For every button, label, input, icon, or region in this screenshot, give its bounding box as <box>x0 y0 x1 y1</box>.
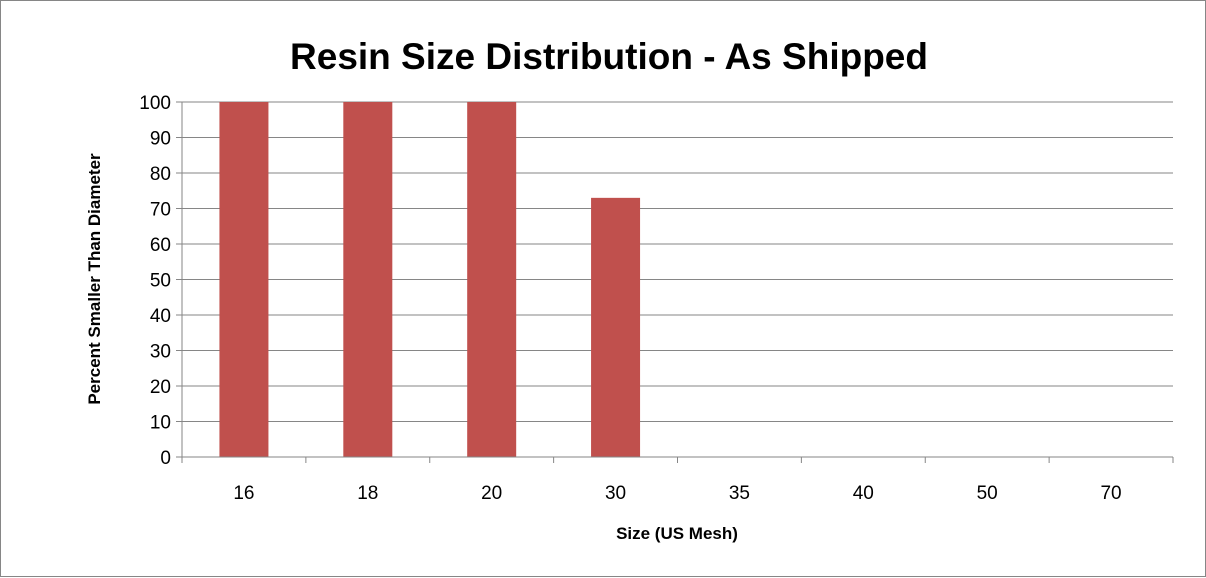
x-tick-label: 70 <box>1100 483 1121 504</box>
y-tick-label: 20 <box>150 377 171 398</box>
y-tick-label: 0 <box>160 448 171 469</box>
bar-20 <box>467 102 517 457</box>
x-tick-label: 18 <box>357 483 378 504</box>
chart-title: Resin Size Distribution - As Shipped <box>290 36 928 77</box>
x-tick-label: 20 <box>481 483 502 504</box>
x-tick-label: 40 <box>853 483 874 504</box>
y-axis-label: Percent Smaller Than Diameter <box>85 153 104 405</box>
y-tick-labels: 0 10 20 30 40 50 60 70 80 90 100 <box>139 93 171 469</box>
y-tick-label: 60 <box>150 235 171 256</box>
gridlines <box>182 101 1173 422</box>
x-tick-label: 30 <box>605 483 626 504</box>
y-tick-label: 40 <box>150 306 171 327</box>
y-tick-label: 10 <box>150 413 171 434</box>
bar-30 <box>591 197 641 457</box>
y-tick-label: 70 <box>150 200 171 221</box>
x-axis-label: Size (US Mesh) <box>616 524 738 543</box>
y-tick-label: 50 <box>150 271 171 292</box>
y-tick-label: 80 <box>150 164 171 185</box>
y-tick-label: 100 <box>139 93 171 114</box>
x-tick-label: 35 <box>729 483 750 504</box>
y-tick-label: 90 <box>150 129 171 150</box>
bar-16 <box>219 102 269 457</box>
bar-18 <box>343 102 393 457</box>
axes <box>176 101 1174 463</box>
y-tick-label: 30 <box>150 342 171 363</box>
x-tick-labels: 16 18 20 30 35 40 50 70 <box>233 483 1121 504</box>
x-tick-label: 16 <box>233 483 254 504</box>
x-tick-label: 50 <box>977 483 998 504</box>
bars <box>219 102 641 457</box>
